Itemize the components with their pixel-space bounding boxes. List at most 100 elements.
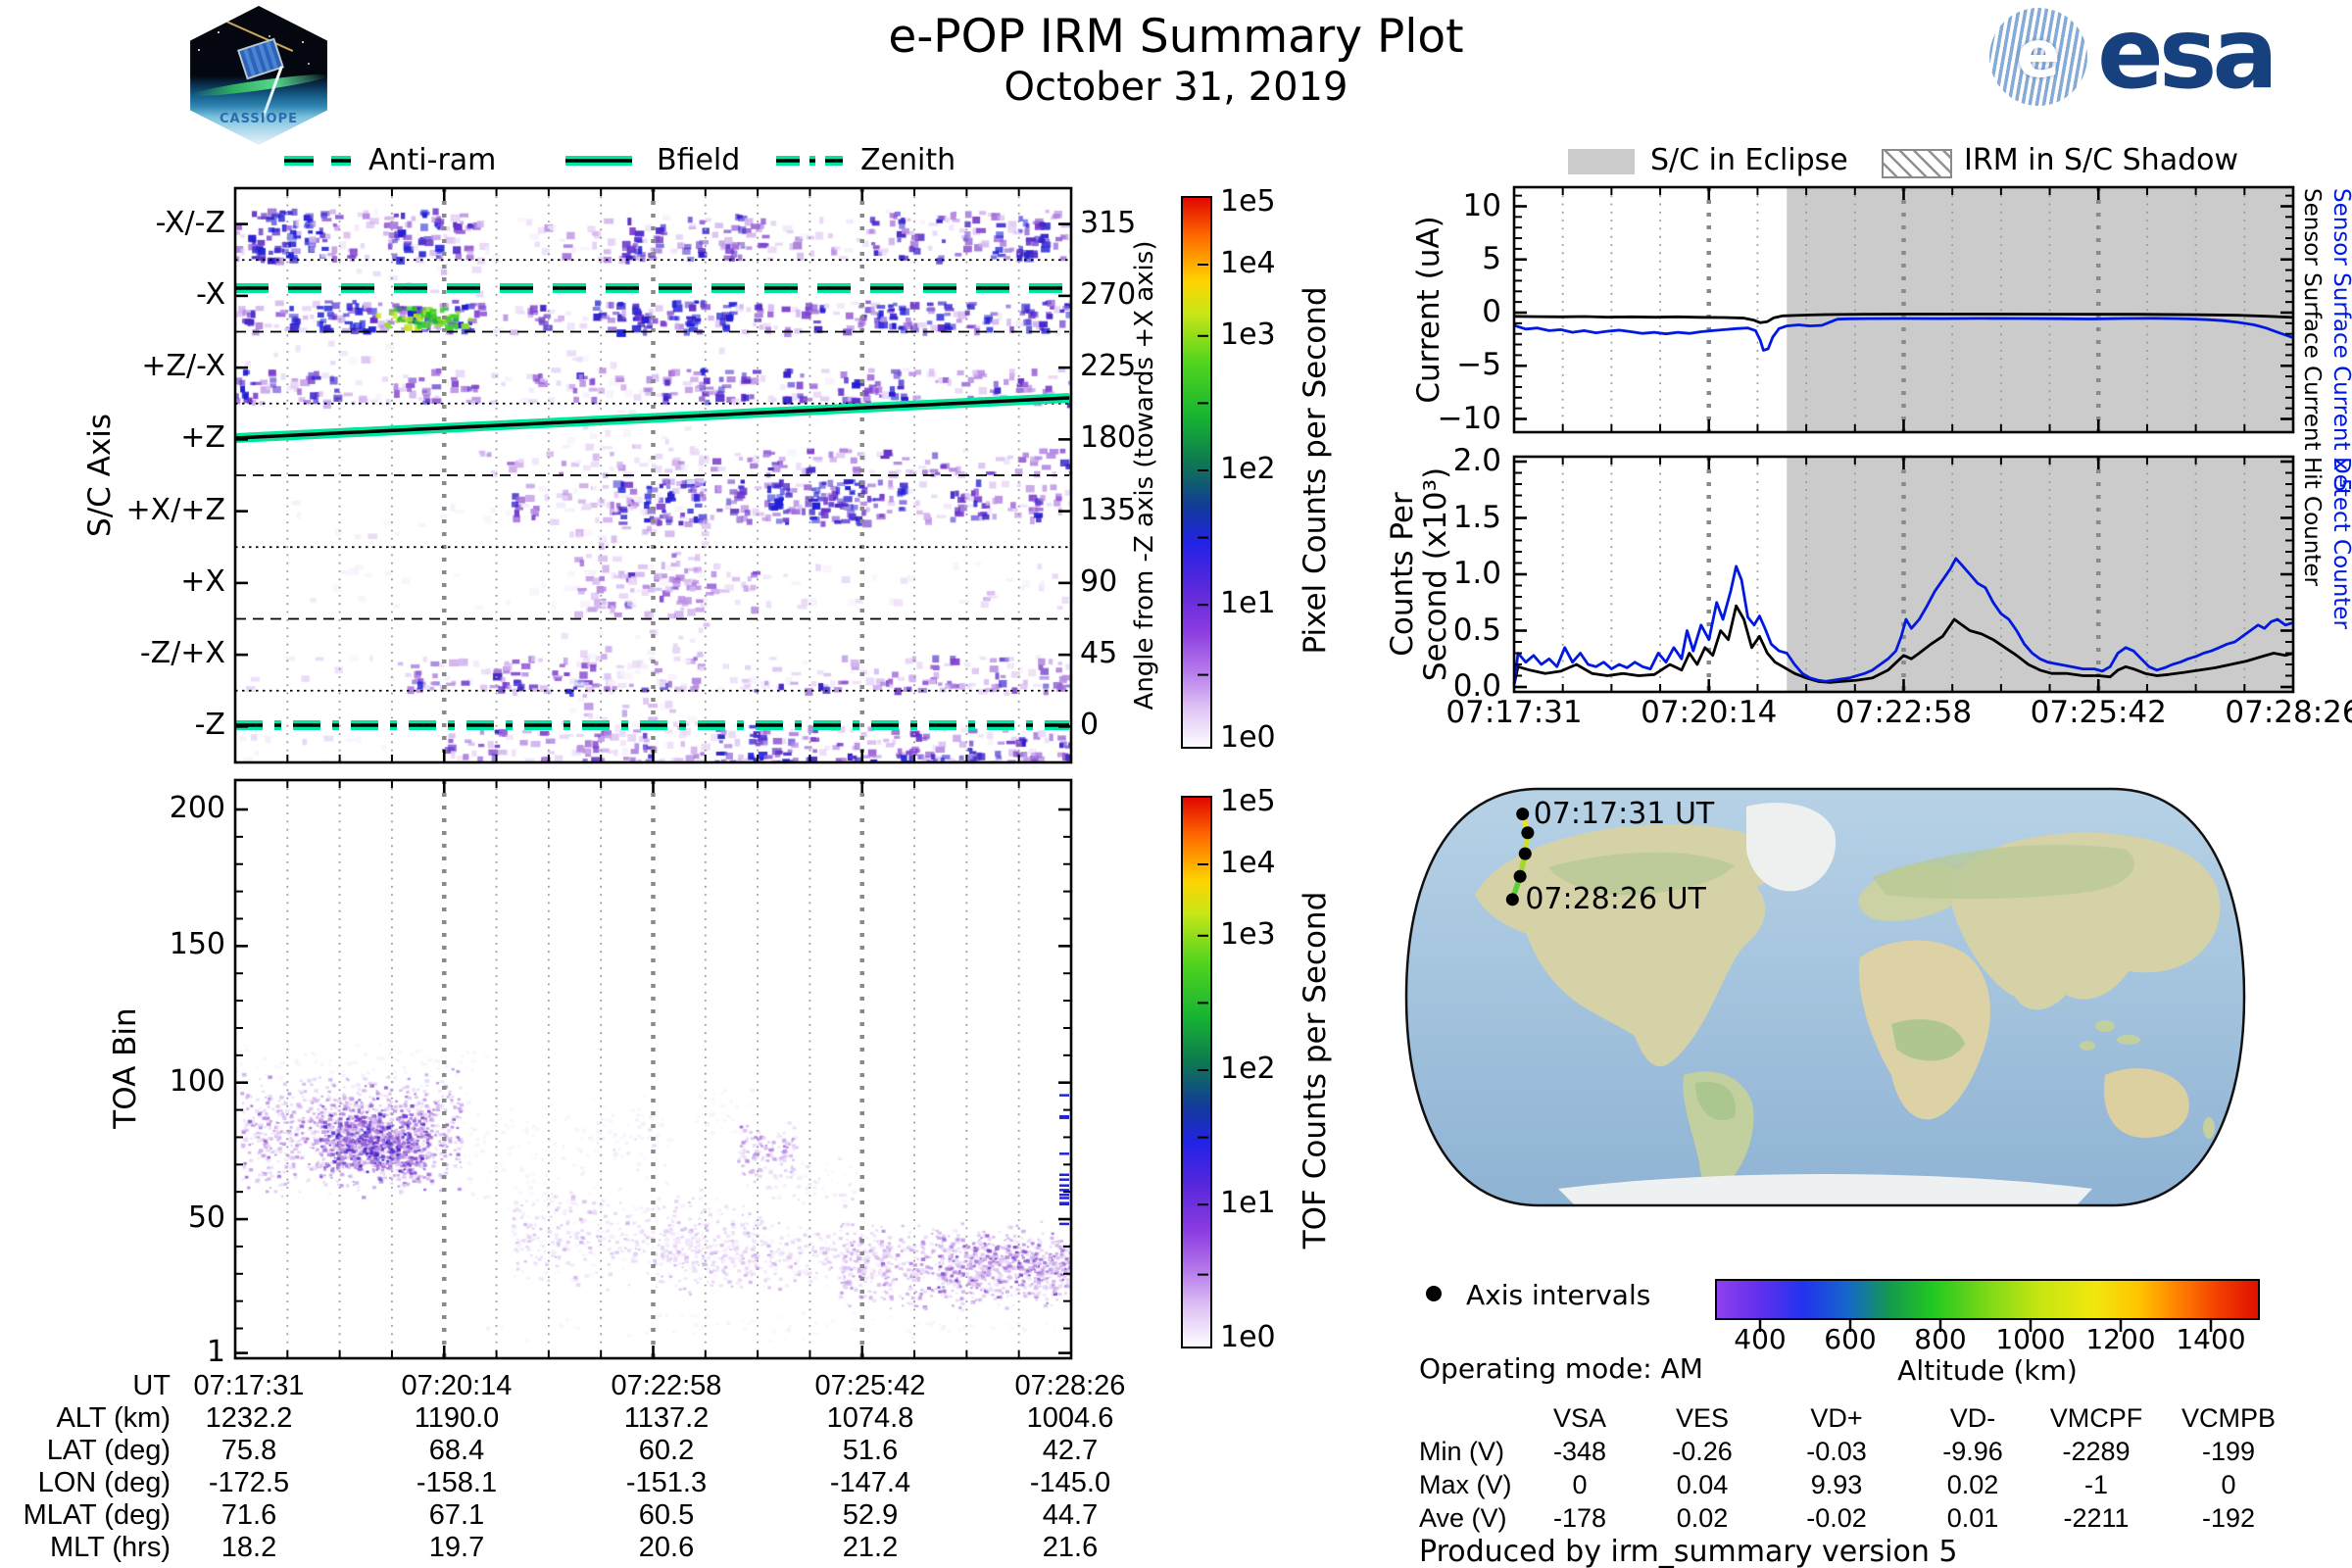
toa-tick-1: 1 (206, 1334, 225, 1369)
ephemeris-value: 52.9 (842, 1499, 899, 1531)
legend-sample-anti-ram (282, 147, 353, 174)
angle-label-135: 135 (1080, 492, 1137, 527)
island-java (2117, 1035, 2140, 1045)
legend-label-zenith: Zenith (860, 143, 956, 177)
row-label--Z/+X: -Z/+X (139, 636, 225, 671)
legend-sample-bfield (564, 147, 634, 174)
altitude-tick-label: 1000 (1995, 1323, 2066, 1355)
pixel-counts-colorbar-title: Pixel Counts per Second (1298, 286, 1333, 655)
time-label-07:28:26: 07:28:26 (2225, 695, 2352, 730)
ephemeris-value: 20.6 (638, 1532, 695, 1563)
row-label-+Z: +Z (180, 420, 225, 456)
page-date: October 31, 2019 (1004, 65, 1348, 110)
legend-label-anti-ram: Anti-ram (368, 143, 497, 177)
counts-ytick: 1.5 (1452, 499, 1501, 535)
toa-tick-50: 50 (187, 1200, 225, 1236)
toa-tick-100: 100 (169, 1063, 225, 1099)
operating-mode: Operating mode: AM (1419, 1352, 1703, 1385)
current-ytick: −10 (1437, 400, 1501, 436)
legend-sample-zenith (774, 147, 845, 174)
voltage-value: 0.01 (1946, 1503, 1999, 1533)
ground-track (1505, 808, 1535, 906)
sc-axis-spectrogram-overlay (233, 186, 1073, 764)
counts-ytick: 2.0 (1452, 443, 1501, 478)
voltage-row-label-Min (V): Min (V) (1419, 1437, 1504, 1466)
colorbar-tick-label: 1e2 (1220, 1052, 1276, 1086)
angle-label-0: 0 (1080, 708, 1100, 743)
ephemeris-value: -151.3 (625, 1467, 708, 1498)
ephemeris-value: 07:20:14 (401, 1370, 513, 1401)
colorbar-tick-label: 1e2 (1220, 452, 1276, 486)
voltage-col-VCMPB: VCMPB (2180, 1403, 2277, 1433)
altitude-tick-label: 1400 (2176, 1323, 2246, 1355)
voltage-value: 9.93 (1810, 1470, 1863, 1499)
altitude-colorbar-title: Altitude (km) (1897, 1354, 2078, 1387)
colorbar-tick-label: 1e1 (1220, 1186, 1276, 1221)
ephemeris-value: 71.6 (220, 1499, 277, 1531)
altitude-tick-label: 1200 (2085, 1323, 2156, 1355)
current-ytick: 0 (1482, 294, 1501, 329)
voltage-value: -1 (2083, 1470, 2108, 1499)
island-sumatra (2095, 1020, 2115, 1032)
starfield (184, 6, 186, 8)
counts-ytick: 0.5 (1452, 612, 1501, 648)
shadow-swatch (1882, 149, 1952, 178)
angle-label-225: 225 (1080, 349, 1137, 384)
altitude-tick-label: 800 (1914, 1323, 1967, 1355)
ephemeris-value: 42.7 (1042, 1435, 1099, 1466)
voltage-value: -348 (1552, 1437, 1607, 1466)
axis-intervals-marker (1426, 1286, 1442, 1301)
time-label-07:17:31: 07:17:31 (1446, 695, 1583, 730)
voltage-value: -0.03 (1806, 1437, 1867, 1466)
angle-label-45: 45 (1080, 636, 1118, 671)
current-ytick: 10 (1462, 187, 1501, 223)
ephemeris-value: 1190.0 (414, 1402, 500, 1434)
row-label--X: -X (196, 276, 225, 312)
island-borneo (2080, 1041, 2095, 1051)
ephemeris-value: 1074.8 (826, 1402, 914, 1434)
world-map: 07:17:31 UT 07:28:26 UT (1401, 779, 2249, 1215)
voltage-value: -2289 (2062, 1437, 2131, 1466)
world-map-svg (1404, 787, 2246, 1207)
counts-ytick: 1.0 (1452, 556, 1501, 591)
ephemeris-value: 1004.6 (1026, 1402, 1114, 1434)
altitude-colorbar-ticks (1758, 1320, 2213, 1332)
colorbar-tick-label: 1e3 (1220, 317, 1276, 352)
sensor-surface-current-label: Sensor Surface Current (2299, 188, 2325, 451)
voltage-value: -0.02 (1806, 1503, 1867, 1533)
track-end-time: 07:28:26 UT (1525, 881, 1706, 916)
angle-label-270: 270 (1080, 276, 1137, 312)
track-start-time: 07:17:31 UT (1533, 796, 1715, 831)
angle-label-315: 315 (1080, 205, 1137, 240)
counts-plot (1512, 455, 2295, 694)
row-label-+X: +X (180, 564, 225, 599)
voltage-value: -9.96 (1942, 1437, 2003, 1466)
angle-label-180: 180 (1080, 420, 1137, 456)
toa-tick-150: 150 (169, 927, 225, 962)
eclipse-swatch (1568, 149, 1635, 174)
voltage-value: 0 (2221, 1470, 2236, 1499)
esa-globe-e: e (2016, 17, 2061, 92)
ephemeris-value: 21.6 (1042, 1532, 1099, 1563)
ephemeris-value: 60.2 (638, 1435, 695, 1466)
ephemeris-value: 67.1 (428, 1499, 485, 1531)
voltage-value: 0.02 (1946, 1470, 1999, 1499)
row-label-+X/+Z: +X/+Z (125, 492, 225, 527)
ephemeris-value: 19.7 (428, 1532, 485, 1563)
eclipse-label: S/C in Eclipse (1650, 143, 1848, 177)
row-label-+Z/-X: +Z/-X (141, 349, 225, 384)
toa-tick-200: 200 (169, 791, 225, 825)
current-plot (1512, 185, 2295, 434)
ephemeris-value: 1137.2 (623, 1402, 710, 1434)
colorbar-tick-label: 1e1 (1220, 586, 1276, 621)
colorbar-tick-label: 1e3 (1220, 916, 1276, 952)
detect-counter-label: Detect Counter (2328, 457, 2352, 629)
boreal-forest-patch (1548, 852, 1735, 896)
time-label-07:25:42: 07:25:42 (2030, 695, 2167, 730)
ephemeris-value: 07:25:42 (814, 1370, 926, 1401)
colorbar-tick-label: 1e5 (1220, 184, 1276, 219)
continent-greenland (1746, 803, 1837, 892)
ephemeris-row-label-UT: UT (132, 1370, 171, 1401)
altitude-colorbar (1715, 1279, 2260, 1320)
